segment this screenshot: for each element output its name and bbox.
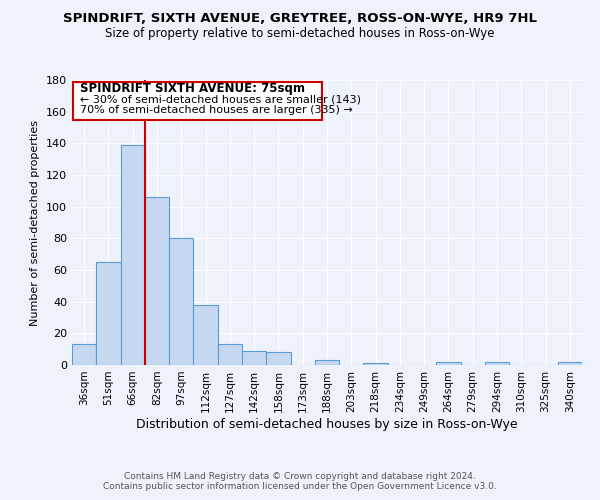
Bar: [193, 305, 218, 365]
Text: ← 30% of semi-detached houses are smaller (143): ← 30% of semi-detached houses are smalle…: [80, 95, 361, 105]
Bar: [96, 262, 121, 365]
Text: SPINDRIFT, SIXTH AVENUE, GREYTREE, ROSS-ON-WYE, HR9 7HL: SPINDRIFT, SIXTH AVENUE, GREYTREE, ROSS-…: [63, 12, 537, 26]
Bar: [169, 238, 193, 365]
Bar: [558, 362, 582, 365]
FancyBboxPatch shape: [73, 82, 322, 120]
Bar: [121, 145, 145, 365]
Bar: [485, 362, 509, 365]
Text: Size of property relative to semi-detached houses in Ross-on-Wye: Size of property relative to semi-detach…: [105, 28, 495, 40]
X-axis label: Distribution of semi-detached houses by size in Ross-on-Wye: Distribution of semi-detached houses by …: [136, 418, 518, 430]
Bar: [315, 360, 339, 365]
Bar: [364, 364, 388, 365]
Bar: [72, 344, 96, 365]
Bar: [218, 344, 242, 365]
Text: Contains public sector information licensed under the Open Government Licence v3: Contains public sector information licen…: [103, 482, 497, 491]
Bar: [436, 362, 461, 365]
Y-axis label: Number of semi-detached properties: Number of semi-detached properties: [31, 120, 40, 326]
Bar: [266, 352, 290, 365]
Text: SPINDRIFT SIXTH AVENUE: 75sqm: SPINDRIFT SIXTH AVENUE: 75sqm: [80, 82, 305, 95]
Text: 70% of semi-detached houses are larger (335) →: 70% of semi-detached houses are larger (…: [80, 105, 353, 115]
Text: Contains HM Land Registry data © Crown copyright and database right 2024.: Contains HM Land Registry data © Crown c…: [124, 472, 476, 481]
Bar: [145, 197, 169, 365]
Bar: [242, 351, 266, 365]
